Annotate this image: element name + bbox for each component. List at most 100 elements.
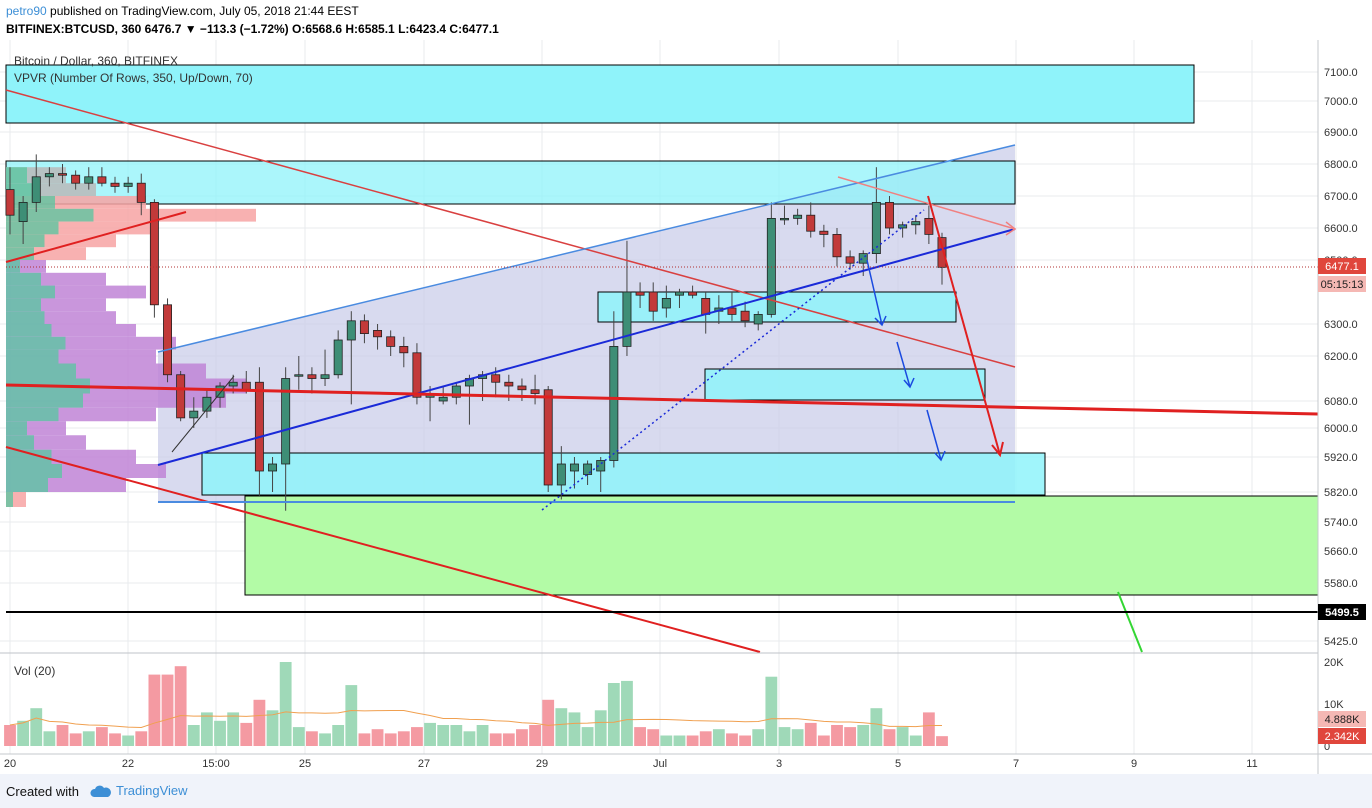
volume-bar	[817, 735, 830, 746]
candle	[320, 349, 330, 386]
volume-bar	[56, 725, 69, 746]
volume-bar	[200, 712, 213, 746]
volume-bar	[345, 685, 358, 746]
candle	[793, 208, 803, 225]
volume-bar	[581, 727, 594, 746]
volume-bar	[778, 727, 791, 746]
candle	[609, 311, 619, 468]
price-tick-label: 6700.0	[1324, 191, 1358, 203]
resistance-zone-top	[5, 64, 1195, 124]
volume-bar	[95, 727, 108, 746]
green-projection-line	[1117, 591, 1143, 653]
candle	[832, 228, 842, 267]
price-tick-label: 6800.0	[1324, 159, 1358, 171]
tradingview-logo-link[interactable]: TradingView	[90, 783, 188, 799]
volume-tick-label: 0	[1324, 741, 1330, 753]
volume-bar	[752, 729, 765, 746]
volume-bar	[332, 725, 345, 746]
volume-bar	[227, 712, 240, 746]
candle	[688, 285, 698, 299]
volume-bar	[292, 727, 305, 746]
volume-axis: 20K 10K 0	[1324, 657, 1344, 753]
volume-profile-up	[6, 285, 55, 299]
demand-zone	[244, 495, 1319, 596]
volume-bar	[607, 683, 620, 746]
price-chart[interactable]: 7100.07000.06900.06800.06700.06600.06500…	[0, 40, 1372, 774]
volume-bar	[476, 725, 489, 746]
volume-bar	[122, 735, 135, 746]
volume-bar	[844, 727, 857, 746]
last-price-label: 6477.1 05:15:13	[1318, 258, 1366, 292]
volume-bar	[384, 733, 397, 746]
candle	[163, 298, 172, 383]
volume-bar	[555, 708, 568, 746]
volume-bar	[936, 736, 948, 746]
time-tick-label: 11	[1246, 758, 1257, 770]
volume-bar	[516, 729, 528, 746]
blue-arrow-2-head	[903, 377, 915, 389]
candle	[307, 367, 317, 394]
blue-arrow-3	[926, 409, 942, 461]
candle	[346, 311, 356, 405]
price-axis[interactable]: 7100.07000.06900.06800.06700.06600.06500…	[1324, 67, 1358, 648]
candle	[294, 356, 304, 390]
upper-red-trendline	[5, 211, 187, 263]
volume-tick-label: 20K	[1324, 657, 1344, 669]
time-tick-label: 7	[1013, 758, 1019, 770]
price-tick-label: 6300.0	[1324, 319, 1358, 331]
time-tick-label: 15:00	[202, 758, 230, 770]
author-link[interactable]: petro90	[6, 4, 47, 18]
time-tick-label: Jul	[653, 758, 667, 770]
volume-bar	[279, 662, 292, 746]
volume-profile-up	[6, 435, 34, 450]
time-tick-label: 20	[4, 758, 16, 770]
volume-bar	[43, 731, 56, 746]
time-tick-label: 27	[418, 758, 430, 770]
volume-bar	[502, 733, 515, 746]
time-axis[interactable]: 20 22 15:00 25 27 29 Jul 3 5 7 9 11	[4, 758, 1258, 770]
publish-date: published on TradingView.com, July 05, 2…	[50, 4, 359, 18]
footer: Created with TradingView	[0, 774, 1372, 808]
countdown-value: 05:15:13	[1321, 279, 1364, 291]
candle	[18, 196, 28, 244]
candle	[819, 224, 829, 248]
volume-bar	[4, 725, 16, 746]
volume-bar	[804, 722, 817, 746]
volume-label[interactable]: Vol (20)	[14, 664, 55, 678]
indicator-label[interactable]: VPVR (Number Of Rows, 350, Up/Down, 70)	[14, 71, 253, 85]
header: petro90 published on TradingView.com, Ju…	[0, 0, 1372, 40]
candle	[806, 202, 816, 238]
volume-profile-up	[6, 492, 13, 507]
volume-bar	[489, 733, 502, 746]
volume-bar	[621, 680, 633, 746]
last-price-value: 6477.1	[1325, 261, 1359, 273]
candle	[674, 288, 684, 308]
price-tick-label: 5580.0	[1324, 578, 1358, 590]
volume-bar	[437, 725, 450, 746]
lower-channel-line	[157, 228, 1016, 466]
volume-profile-up	[6, 167, 27, 184]
price-tick-label: 5820.0	[1324, 487, 1358, 499]
volume-tick-label: 10K	[1324, 699, 1344, 711]
support-zone-2	[704, 368, 986, 401]
candle	[110, 176, 120, 193]
volume-bar	[306, 731, 318, 746]
candle	[898, 221, 908, 238]
volume-bar	[765, 676, 778, 746]
channel-zone	[158, 145, 1015, 502]
candles	[5, 154, 947, 511]
volume-bar	[82, 731, 95, 746]
candle	[766, 202, 776, 318]
volume-bar	[371, 729, 384, 746]
pink-arrow-head	[1005, 221, 1017, 236]
candle	[44, 167, 54, 187]
volume-bar	[187, 725, 200, 746]
blue-arrow-1-head	[874, 315, 887, 327]
candle	[530, 374, 540, 405]
candle	[596, 457, 606, 492]
price-tick-label: 7100.0	[1324, 67, 1358, 79]
candle	[359, 314, 369, 344]
candle	[176, 371, 186, 422]
volume-profile-up	[6, 272, 41, 286]
volume-bar	[161, 674, 174, 746]
